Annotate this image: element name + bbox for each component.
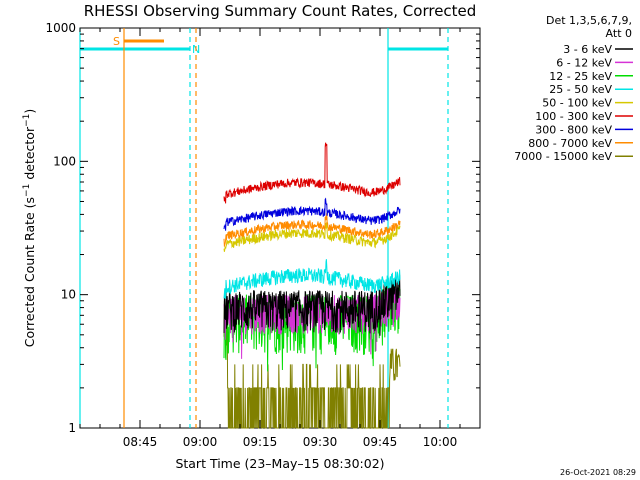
y-axis-label: Corrected Count Rate (s−1 detector−1): [22, 109, 37, 348]
series-line-50-100-kev: [223, 221, 401, 252]
saa-intervals: S: [113, 28, 197, 428]
legend-label: 100 - 300 keV: [535, 110, 612, 123]
x-tick-label: 09:15: [243, 435, 278, 449]
x-tick-label: 09:00: [183, 435, 218, 449]
series-line-7000-15000-kev: [223, 300, 401, 429]
series-lines: [223, 142, 401, 429]
legend-label: 3 - 6 keV: [563, 43, 612, 56]
y-tick-label: 10: [61, 288, 76, 302]
saa-label: S: [113, 35, 120, 48]
y-tick-label: 1000: [45, 21, 76, 35]
series-line-3-6-kev: [223, 274, 401, 336]
legend-label: 50 - 100 keV: [542, 97, 612, 110]
y-tick-label: 100: [53, 154, 76, 168]
legend-header-line1: Det 1,3,5,6,7,9,: [546, 14, 632, 27]
legend-header-line2: Att 0: [606, 27, 632, 40]
legend-label: 12 - 25 keV: [549, 70, 612, 83]
legend-label: 6 - 12 keV: [556, 56, 612, 69]
series-line-800-7000-kev: [223, 212, 401, 247]
x-tick-label: 09:30: [303, 435, 338, 449]
timestamp: 26-Oct-2021 08:29: [560, 468, 636, 477]
legend-label: 800 - 7000 keV: [528, 137, 612, 150]
series-line-300-800-kev: [223, 197, 401, 231]
y-tick-label: 1: [68, 421, 76, 435]
series-line-100-300-kev: [223, 142, 401, 204]
plot-frame: [79, 27, 481, 429]
chart-title: RHESSI Observing Summary Count Rates, Co…: [84, 2, 477, 20]
x-tick-label: 09:45: [363, 435, 398, 449]
x-tick-label: 10:00: [423, 435, 458, 449]
legend-label: 25 - 50 keV: [549, 83, 612, 96]
x-tick-label: 08:45: [123, 435, 158, 449]
y-axis-ticks: 1 10 100 1000: [45, 21, 480, 435]
x-axis-ticks: 08:45 09:00 09:15 09:30 09:45 10:00: [79, 28, 481, 449]
legend-label: 300 - 800 keV: [535, 123, 612, 136]
legend-label: 7000 - 15000 keV: [514, 150, 612, 163]
x-axis-label: Start Time (23–May–15 08:30:02): [175, 456, 384, 471]
series-line-25-50-kev: [223, 259, 401, 300]
